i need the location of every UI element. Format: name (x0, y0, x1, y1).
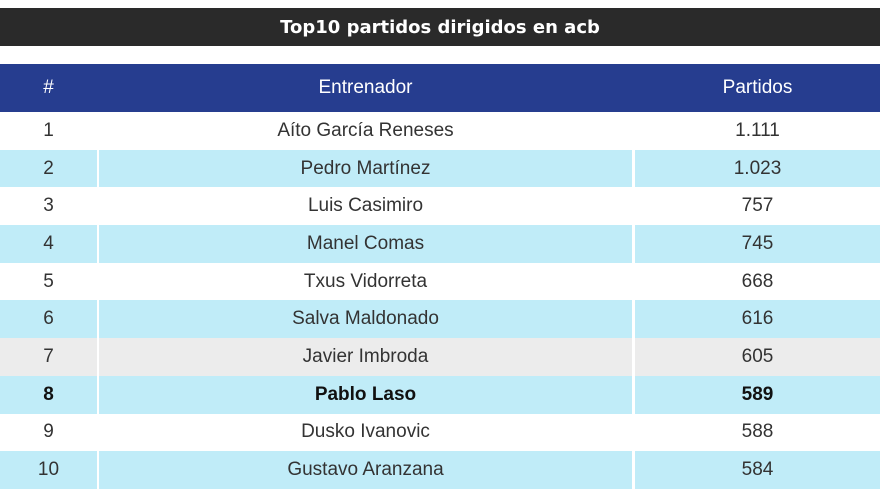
games-cell: 1.023 (635, 149, 880, 188)
games-cell: 605 (635, 338, 880, 376)
header-rank: # (43, 77, 54, 98)
coach-cell: Manel Comas (99, 225, 632, 263)
coach-cell: Javier Imbroda (99, 338, 632, 376)
rank-cell: 2 (0, 149, 97, 188)
games-cell: 584 (635, 451, 880, 489)
games-cell: 589 (635, 375, 880, 414)
rank-cell: 9 (0, 413, 97, 452)
coach-cell: Dusko Ivanovic (99, 413, 632, 452)
table-body: 1 Aíto García Reneses 1.111 2 Pedro Martínez… (0, 112, 880, 489)
rank-cell: 1 (0, 112, 97, 150)
coach-cell: Pablo Laso (99, 375, 632, 414)
table-row: 10 Gustavo Aranzana 584 (0, 451, 880, 489)
table-row: 8 Pablo Laso 589 (0, 375, 880, 414)
table-row: 3 Luis Casimiro 757 (0, 187, 880, 226)
rank-cell: 4 (0, 225, 97, 263)
rank-cell: 3 (0, 187, 97, 226)
rank-cell: 6 (0, 300, 97, 339)
table-row: 6 Salva Maldonado 616 (0, 300, 880, 339)
header-games: Partidos (722, 77, 793, 98)
coach-cell: Txus Vidorreta (99, 262, 632, 301)
ranking-table: # Entrenador Partidos 1 Aíto García Renes… (0, 64, 880, 489)
rank-cell: 7 (0, 338, 97, 376)
table-title: Top10 partidos dirigidos en acb (0, 8, 880, 46)
table-row: 5 Txus Vidorreta 668 (0, 262, 880, 301)
coach-cell: Salva Maldonado (99, 300, 632, 339)
rank-cell: 5 (0, 262, 97, 301)
table-row: 7 Javier Imbroda 605 (0, 338, 880, 376)
games-cell: 588 (635, 413, 880, 452)
games-cell: 616 (635, 300, 880, 339)
games-cell: 1.111 (635, 112, 880, 150)
coach-cell: Aíto García Reneses (99, 112, 632, 150)
games-cell: 757 (635, 187, 880, 226)
table-row: 9 Dusko Ivanovic 588 (0, 413, 880, 452)
games-cell: 668 (635, 262, 880, 301)
table-row: 2 Pedro Martínez 1.023 (0, 149, 880, 188)
table-row: 1 Aíto García Reneses 1.111 (0, 112, 880, 150)
games-cell: 745 (635, 225, 880, 263)
table-header: # Entrenador Partidos (0, 64, 880, 112)
table-row: 4 Manel Comas 745 (0, 225, 880, 263)
header-coach: Entrenador (318, 77, 413, 98)
rank-cell: 10 (0, 451, 97, 489)
rank-cell: 8 (0, 375, 97, 414)
coach-cell: Luis Casimiro (99, 187, 632, 226)
coach-cell: Pedro Martínez (99, 149, 632, 188)
coach-cell: Gustavo Aranzana (99, 451, 632, 489)
